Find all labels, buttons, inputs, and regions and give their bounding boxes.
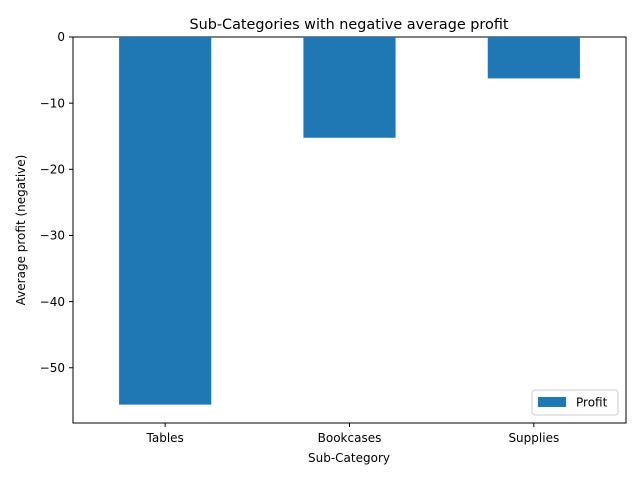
y-axis: 0 −10 −20 −30 −40 −50: [40, 30, 73, 375]
legend: Profit: [531, 389, 619, 416]
bar-tables: [119, 37, 212, 405]
x-axis: Tables Bookcases Supplies: [146, 423, 559, 445]
chart-title: Sub-Categories with negative average pro…: [189, 17, 508, 33]
x-tick-label: Supplies: [508, 431, 559, 445]
x-axis-label: Sub-Category: [308, 451, 390, 465]
y-tick-label: −40: [40, 295, 65, 309]
y-axis-label: Average profit (negative): [14, 155, 28, 306]
legend-frame: [531, 389, 619, 416]
legend-swatch: [538, 397, 566, 407]
y-tick-label: −10: [40, 96, 65, 110]
y-tick-label: −20: [40, 163, 65, 177]
y-tick-label: 0: [57, 30, 65, 44]
bar-bookcases: [303, 37, 396, 138]
bars-group: [119, 37, 580, 405]
y-tick-label: −30: [40, 229, 65, 243]
y-tick-label: −50: [40, 361, 65, 375]
legend-label: Profit: [576, 396, 608, 410]
x-tick-label: Bookcases: [318, 431, 382, 445]
x-tick-label: Tables: [146, 431, 184, 445]
bar-supplies: [487, 37, 580, 79]
